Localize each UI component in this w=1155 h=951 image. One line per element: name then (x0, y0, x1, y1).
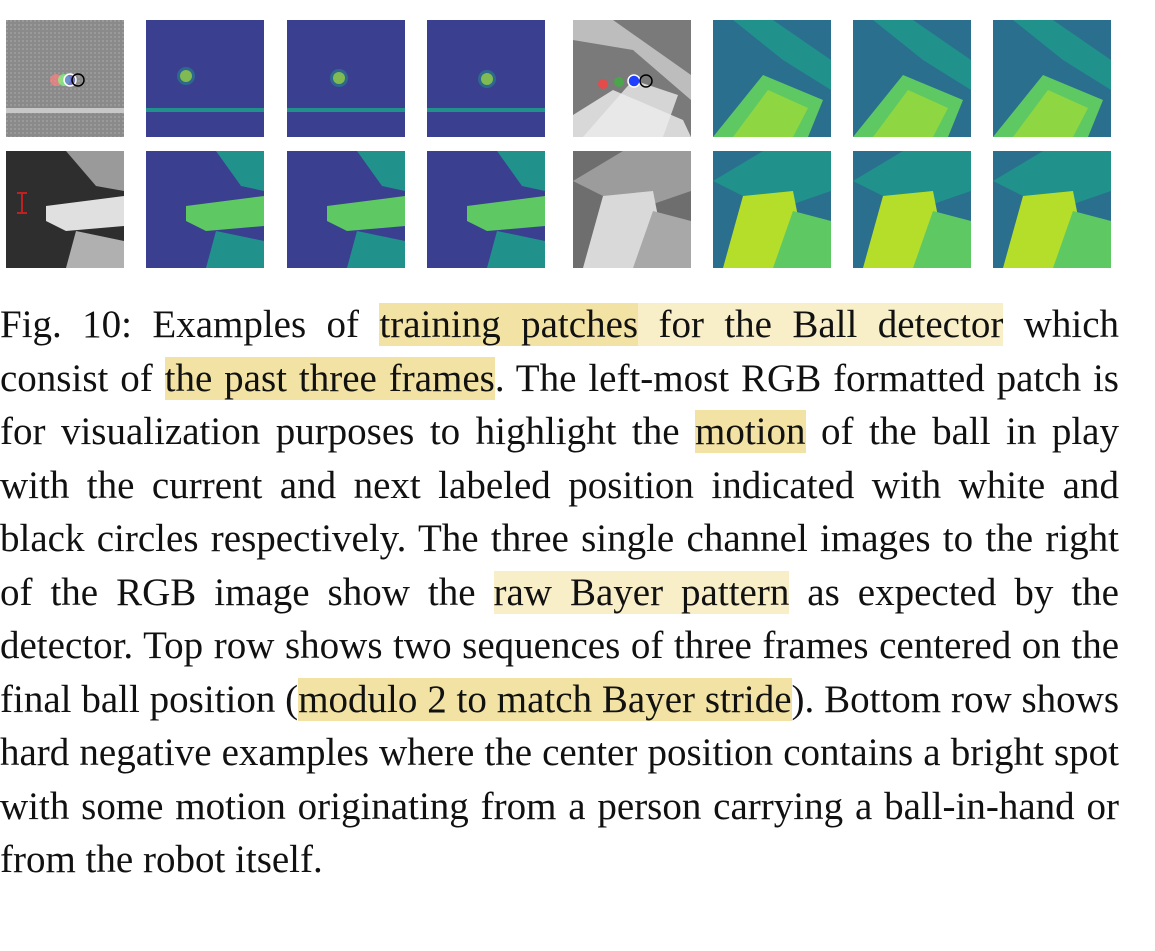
bayer-patch-hand-negative-2 (287, 151, 405, 268)
rgb-patch-hand-negative (6, 151, 124, 268)
highlight-past-three-frames: the past three frames (164, 356, 495, 400)
caption-text-2: which consist of (0, 303, 1120, 400)
caption-text-1: Examples of (132, 303, 380, 346)
highlight-motion: motion (695, 410, 806, 453)
bayer-patch-hand-negative-1 (146, 151, 264, 268)
caption-text-4: of the ball in play with the current and… (0, 410, 1119, 614)
figure-caption: Fig. 10: Examples of training patches fo… (0, 298, 1119, 887)
bayer-patch-ball-track-2 (287, 20, 405, 137)
caption-text-5: as expected by the detector. Top row sho… (0, 570, 1119, 721)
bayer-patch-robot-negative-3 (993, 151, 1111, 268)
bayer-patch-ball-robot-2 (853, 20, 971, 137)
caption-text-3: . The left-most RGB formatted patch is f… (0, 356, 1119, 454)
highlight-ball-detector: for the Ball detector (638, 303, 1004, 346)
highlight-modulo-bayer-stride: modulo 2 to match Bayer stride (298, 677, 792, 721)
bayer-patch-hand-negative-3 (427, 151, 545, 268)
bayer-patch-robot-negative-1 (713, 151, 831, 268)
highlight-training-patches: training patches (379, 303, 639, 346)
highlight-raw-bayer-pattern: raw Bayer pattern (493, 570, 790, 614)
bayer-patch-robot-negative-2 (853, 151, 971, 268)
bayer-patch-ball-robot-1 (713, 20, 831, 137)
bayer-patch-ball-track-3 (427, 20, 545, 137)
bayer-patch-ball-robot-3 (993, 20, 1111, 137)
bayer-patch-ball-track-1 (146, 20, 264, 137)
caption-text-6: ). Bottom row shows hard negative exampl… (0, 677, 1119, 882)
figure-patch-grid (0, 0, 1155, 290)
rgb-patch-ball-track (6, 20, 124, 137)
caption-label: Fig. 10: (0, 303, 132, 346)
rgb-patch-robot-negative (573, 151, 691, 268)
rgb-patch-ball-robot (573, 20, 691, 137)
